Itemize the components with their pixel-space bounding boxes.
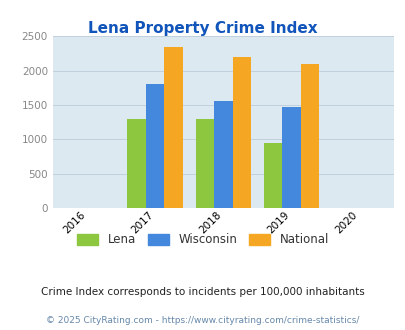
Bar [263,143,281,208]
Text: Lena Property Crime Index: Lena Property Crime Index [88,21,317,36]
Bar [164,47,182,208]
Legend: Lena, Wisconsin, National: Lena, Wisconsin, National [72,229,333,251]
Bar [145,84,164,208]
Text: Crime Index corresponds to incidents per 100,000 inhabitants: Crime Index corresponds to incidents per… [41,287,364,297]
Bar [127,119,145,208]
Bar [232,57,250,208]
Bar [195,119,213,208]
Bar [300,64,318,208]
Bar [281,107,300,208]
Text: © 2025 CityRating.com - https://www.cityrating.com/crime-statistics/: © 2025 CityRating.com - https://www.city… [46,315,359,325]
Bar [213,101,232,208]
